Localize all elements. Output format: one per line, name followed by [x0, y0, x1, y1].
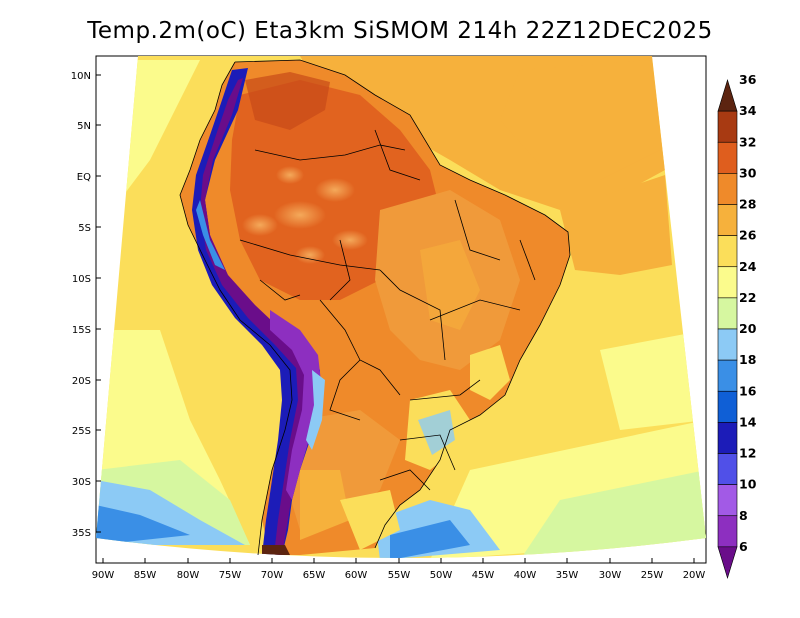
lat-label-35s: 35S [72, 528, 91, 539]
colorbar-swatch [717, 297, 738, 330]
colorbar-label: 30 [739, 165, 757, 180]
lon-label-60w: 60W [345, 570, 368, 581]
lon-label-35w: 35W [556, 570, 579, 581]
colorbar-swatch [717, 390, 738, 423]
lat-label-5n: 5N [77, 121, 91, 132]
lon-label-50w: 50W [430, 570, 453, 581]
colorbar-label: 10 [739, 477, 757, 492]
longitude-labels: 90W 85W 80W 75W 70W 65W 60W 55W 50W 45W … [92, 570, 706, 581]
lon-label-25w: 25W [641, 570, 664, 581]
lon-label-70w: 70W [261, 570, 284, 581]
colorbar-swatch [717, 546, 738, 580]
colorbar-label: 6 [739, 539, 748, 554]
colorbar-label: 22 [739, 290, 756, 305]
lat-label-30s: 30S [72, 477, 91, 488]
lon-label-40w: 40W [514, 570, 537, 581]
lat-label-eq: EQ [77, 172, 91, 183]
temperature-field [96, 56, 706, 558]
colorbar-swatch [717, 110, 738, 143]
lon-label-75w: 75W [219, 570, 242, 581]
colorbar-label: 32 [739, 134, 756, 149]
colorbar-swatch [717, 484, 738, 517]
colorbar-swatch [717, 328, 738, 361]
lat-label-10s: 10S [72, 274, 91, 285]
lon-label-45w: 45W [472, 570, 495, 581]
colorbar-label: 36 [739, 72, 757, 87]
lon-label-20w: 20W [683, 570, 706, 581]
colorbar-label: 34 [739, 103, 757, 118]
lon-label-80w: 80W [177, 570, 200, 581]
lat-label-20s: 20S [72, 376, 91, 387]
colorbar-label: 16 [739, 383, 757, 398]
lat-label-15s: 15S [72, 325, 91, 336]
colorbar-swatch [717, 235, 738, 268]
colorbar-swatch [717, 204, 738, 236]
lat-label-25s: 25S [72, 426, 91, 437]
colorbar-label: 26 [739, 228, 757, 243]
colorbar-swatch [717, 78, 738, 112]
colorbar-label: 20 [739, 321, 757, 336]
colorbar-swatch [717, 453, 738, 485]
colorbar-label: 28 [739, 197, 756, 212]
lon-label-85w: 85W [134, 570, 157, 581]
colorbar-label: 18 [739, 352, 756, 367]
map-title: Temp.2m(oC) Eta3km SiSMOM 214h 22Z12DEC2… [87, 18, 713, 44]
lon-label-30w: 30W [599, 570, 622, 581]
axis-ticks [96, 74, 695, 563]
latitude-labels: 10N 5N EQ 5S 10S 15S 20S 25S 30S 35S [71, 71, 91, 539]
colorbar: 36 34 32 30 28 26 24 22 20 18 16 14 12 10 8 6 [717, 72, 757, 580]
lat-label-5s: 5S [78, 223, 91, 234]
lon-label-65w: 65W [303, 570, 326, 581]
lat-label-10n: 10N [71, 71, 91, 82]
colorbar-label: 8 [739, 508, 748, 523]
colorbar-label: 12 [739, 446, 756, 461]
country-borders [179, 59, 571, 556]
colorbar-swatch [717, 173, 738, 205]
colorbar-swatch [717, 266, 738, 299]
colorbar-swatch [717, 422, 738, 454]
colorbar-swatch [717, 515, 738, 548]
colorbar-swatch [717, 359, 738, 392]
colorbar-label: 14 [739, 414, 757, 429]
colorbar-swatch [717, 141, 738, 174]
lon-label-90w: 90W [92, 570, 115, 581]
colorbar-label: 24 [739, 259, 757, 274]
lon-label-55w: 55W [388, 570, 411, 581]
